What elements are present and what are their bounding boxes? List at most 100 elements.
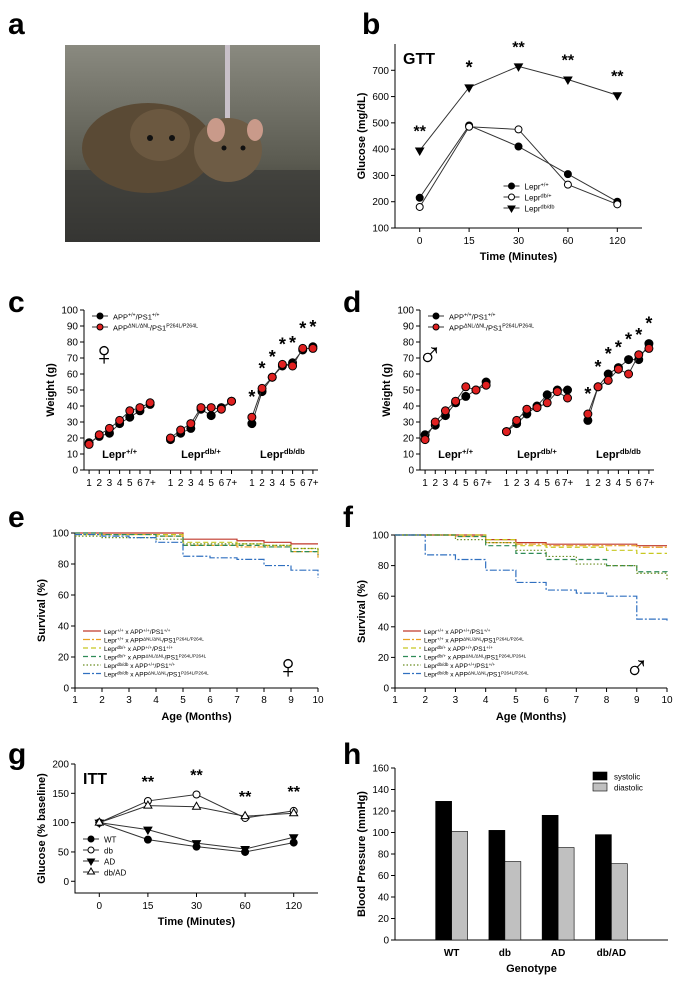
- marker: [104, 423, 114, 433]
- text-part: /PS1: [475, 663, 489, 670]
- y-tick-label: 700: [372, 66, 389, 77]
- legend-label: Leprdb/db x APP+/+/PS1+/+: [424, 661, 496, 670]
- text-part: /PS1: [487, 671, 501, 678]
- text-part: +/+: [489, 661, 496, 666]
- legend-label: Leprdb/+ x APP+/+/PS1+/+: [104, 644, 173, 653]
- text-part: ΔNL/ΔNL: [464, 323, 486, 329]
- marker: [613, 200, 622, 209]
- text-part: /PS1: [167, 671, 181, 678]
- x-tick-label: 7: [234, 695, 240, 706]
- group-label: Leprdb/db: [260, 447, 305, 462]
- x-tick-label: 6: [543, 695, 549, 706]
- text-part: P264L/P264L: [501, 670, 529, 675]
- text-part: Lepr: [525, 194, 541, 203]
- text-part: db/+: [541, 194, 552, 200]
- x-tick-label: 4: [616, 478, 622, 489]
- text-part: +/+: [437, 636, 444, 641]
- marker: [277, 359, 287, 369]
- bar: [488, 830, 506, 941]
- marker: [542, 390, 552, 400]
- y-tick-label: 50: [403, 386, 415, 397]
- y-tick-label: 80: [58, 560, 70, 571]
- legend-label: Lepr+/+ x APP+/+/PS1+/+: [424, 627, 491, 636]
- text-part: /PS1: [152, 646, 166, 653]
- x-tick-label: 2: [514, 478, 520, 489]
- text-part: Lepr: [424, 646, 438, 653]
- significance: **: [562, 52, 575, 69]
- text-part: +/+: [152, 312, 160, 318]
- x-tick-label: 2: [99, 695, 105, 706]
- significance: *: [584, 384, 591, 404]
- x-tick-label: 5: [626, 478, 632, 489]
- x-tick-label: 30: [513, 236, 525, 247]
- text-part: Lepr: [104, 646, 118, 653]
- sex-symbol: ♀: [91, 335, 117, 373]
- x-tick-label: 9: [288, 695, 294, 706]
- significance: *: [605, 344, 612, 364]
- x-tick-label: 6: [300, 478, 306, 489]
- sex-symbol: ♂: [417, 335, 443, 373]
- x-tick-label: 0: [417, 236, 423, 247]
- significance: *: [269, 347, 276, 367]
- y-tick-label: 30: [67, 418, 79, 429]
- survival-curve: [75, 535, 319, 552]
- marker: [216, 404, 226, 414]
- text-part: +/+: [166, 644, 173, 649]
- marker: [86, 867, 96, 875]
- text-part: /PS1: [486, 323, 502, 332]
- y-tick-label: 0: [383, 936, 389, 947]
- text-part: db/db: [437, 670, 449, 675]
- x-axis-label: Genotype: [506, 963, 557, 975]
- text-part: +/+: [146, 644, 153, 649]
- sex-symbol: ♂: [624, 648, 650, 686]
- marker: [508, 182, 515, 190]
- y-tick-label: 400: [372, 145, 389, 156]
- marker: [240, 810, 250, 820]
- text-part: ΔNL/ΔNL: [468, 670, 487, 675]
- x-tick-label: 2: [595, 478, 601, 489]
- x-tick-label: 6: [219, 478, 225, 489]
- marker: [508, 193, 515, 201]
- x-tick-label: 15: [142, 901, 154, 912]
- chart: f 0 20 40 60 80 100 Survival (%) Age (Months) ♂ 1 2…: [343, 501, 673, 723]
- text-part: P264L/P264L: [499, 653, 527, 658]
- text-part: +/+: [126, 447, 138, 456]
- marker: [512, 415, 522, 425]
- x-tick-label: 7+: [480, 478, 492, 489]
- chart: h 0 20 40 60 80 100 120 140 160 Blood Pressure (mm…: [343, 738, 668, 975]
- text-part: P264L/P264L: [176, 636, 204, 641]
- marker: [563, 385, 573, 395]
- y-axis-label: Blood Pressure (mmHg): [356, 791, 368, 917]
- marker: [532, 403, 542, 413]
- text-part: +/+: [486, 644, 493, 649]
- significance: *: [289, 333, 296, 353]
- y-tick-label: 30: [403, 418, 415, 429]
- marker: [507, 205, 516, 213]
- group-label: Leprdb/+: [181, 447, 221, 462]
- text-part: db/db: [117, 661, 129, 666]
- marker: [143, 800, 153, 809]
- significance: *: [259, 358, 266, 378]
- text-part: x APP: [124, 629, 144, 636]
- marker: [196, 403, 206, 413]
- panel-letter: f: [343, 501, 354, 534]
- text-part: db/+: [117, 653, 126, 658]
- x-tick-label: 6: [473, 478, 479, 489]
- legend: APP+/+/PS1+/+APPΔNL/ΔNL/PS1P264L/P264L: [428, 312, 534, 332]
- significance: *: [299, 318, 306, 338]
- marker: [430, 417, 440, 427]
- y-tick-label: 500: [372, 118, 389, 129]
- marker: [186, 419, 196, 429]
- y-tick-label: 40: [403, 402, 415, 413]
- survival-curve: [395, 534, 668, 580]
- marker: [514, 142, 523, 151]
- marker: [613, 364, 623, 374]
- significance: *: [615, 338, 622, 358]
- legend-swatch: [592, 771, 608, 781]
- marker: [288, 834, 299, 843]
- survival-curve: [395, 534, 668, 621]
- survival-curve: [75, 532, 318, 545]
- x-tick-label: 7+: [307, 478, 319, 489]
- significance: **: [611, 68, 624, 85]
- chart-title: ITT: [83, 771, 107, 788]
